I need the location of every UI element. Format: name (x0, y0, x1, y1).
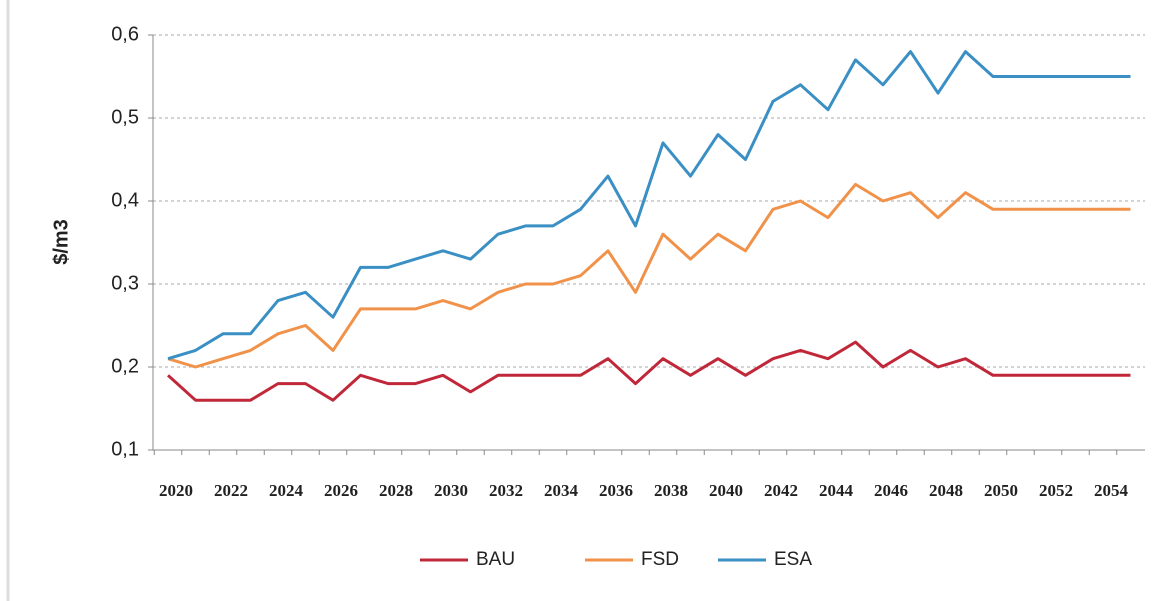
x-tick-label: 2020 (159, 481, 193, 500)
legend-label: BAU (476, 549, 515, 570)
x-tick-label: 2050 (984, 481, 1018, 500)
series-line (167, 182, 1131, 369)
x-tick-label: 2028 (379, 481, 413, 500)
x-tick-label: 2034 (544, 481, 579, 500)
x-tick-label: 2040 (709, 481, 743, 500)
series-line (167, 50, 1131, 361)
y-tick-label: 0,2 (111, 355, 139, 377)
x-tick-label: 2022 (214, 481, 248, 500)
x-tick-label: 2052 (1039, 481, 1073, 500)
x-tick-label: 2030 (434, 481, 468, 500)
x-tick-label: 2036 (599, 481, 633, 500)
x-tick-label: 2048 (929, 481, 963, 500)
x-tick-label: 2042 (764, 481, 798, 500)
x-tick-label: 2024 (269, 481, 304, 500)
y-tick-label: 0,6 (111, 23, 139, 45)
series-line (166, 340, 1131, 402)
x-tick-label: 2046 (874, 481, 908, 500)
legend-label: ESA (774, 549, 812, 570)
x-tick-label: 2026 (324, 481, 358, 500)
x-tick-label: 2038 (654, 481, 688, 500)
y-axis-label: $/m3 (50, 219, 72, 265)
legend-label: FSD (641, 549, 679, 570)
y-tick-label: 0,4 (111, 189, 139, 211)
x-tick-label: 2044 (819, 481, 854, 500)
x-tick-label: 2054 (1094, 481, 1129, 500)
x-tick-label: 2032 (489, 481, 523, 500)
y-tick-label: 0,1 (111, 438, 139, 460)
y-tick-label: 0,5 (111, 106, 139, 128)
y-tick-label: 0,3 (111, 272, 139, 294)
